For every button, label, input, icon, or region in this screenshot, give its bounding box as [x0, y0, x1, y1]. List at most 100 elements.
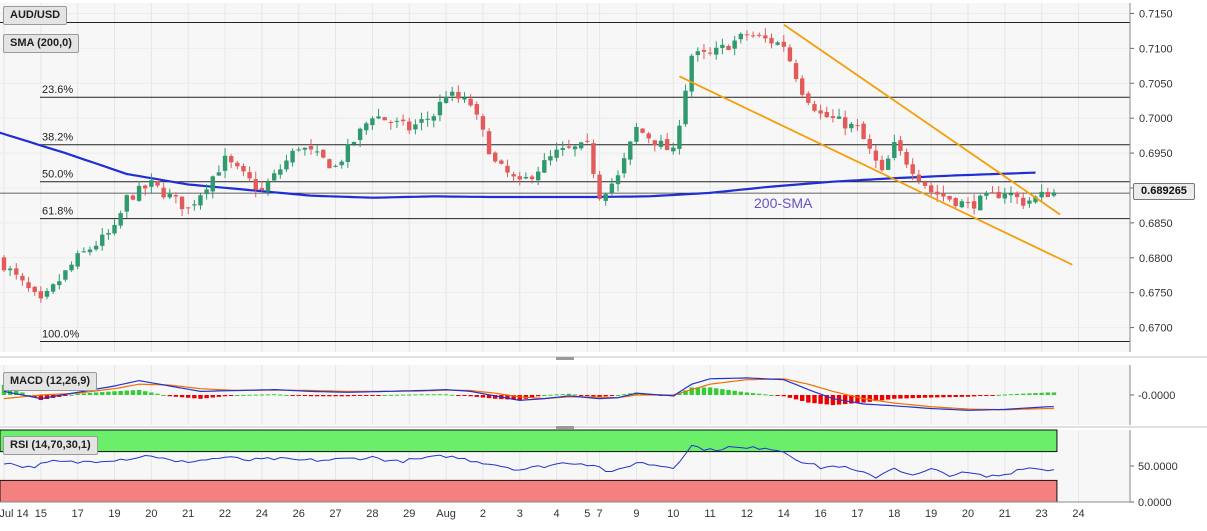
candle-bearish — [861, 123, 866, 140]
candle-bearish — [486, 131, 492, 155]
x-tick-label: 29 — [403, 508, 415, 520]
candle-bearish — [996, 191, 1001, 199]
candle-bullish — [106, 233, 111, 235]
y-tick-label: 0.6850 — [1139, 218, 1173, 230]
candle-bearish — [781, 41, 786, 47]
panel-resize-handle — [556, 357, 574, 360]
macd-histogram-bar — [707, 387, 713, 395]
macd-histogram-bar — [456, 395, 461, 396]
x-tick-label: 12 — [741, 508, 753, 520]
candle-bullish — [732, 40, 737, 49]
macd-histogram-bar — [431, 394, 436, 396]
candle-bearish — [388, 122, 394, 124]
candle-bearish — [652, 140, 658, 146]
macd-histogram-bar — [351, 395, 357, 397]
macd-histogram-bar — [437, 394, 443, 396]
candle-bearish — [953, 198, 958, 207]
macd-histogram-bar — [480, 395, 486, 398]
macd-histogram-bar — [603, 395, 608, 397]
macd-histogram-bar — [210, 395, 215, 398]
macd-histogram-bar — [560, 394, 565, 396]
candle-bearish — [143, 185, 148, 189]
candle-bullish — [542, 160, 547, 173]
candle-bearish — [922, 181, 928, 186]
candle-bearish — [493, 152, 498, 162]
x-tick-label: 19 — [925, 508, 937, 520]
macd-histogram-bar — [683, 390, 688, 395]
x-tick-label: 22 — [219, 508, 231, 520]
macd-histogram-bar — [965, 395, 971, 397]
rsi-line — [3, 444, 1054, 479]
candle-bearish — [161, 187, 166, 198]
macd-histogram-bar — [75, 393, 80, 395]
candle-bullish — [63, 270, 68, 280]
macd-histogram-bar — [763, 394, 768, 396]
macd-histogram-bar — [290, 395, 295, 396]
macd-histogram-bar — [922, 395, 928, 398]
candle-bearish — [763, 35, 768, 39]
candle-bullish — [450, 91, 455, 96]
macd-histogram-bar — [308, 395, 314, 397]
macd-histogram-bar — [800, 395, 805, 401]
candle-bearish — [640, 128, 645, 133]
x-tick-label: Jul 14 — [0, 508, 29, 520]
macd-histogram-bar — [161, 395, 166, 396]
x-tick-label: 18 — [888, 508, 900, 520]
macd-histogram-bar — [486, 395, 492, 399]
macd-histogram-bar — [1021, 393, 1026, 395]
macd-histogram-bar — [419, 394, 424, 396]
macd-histogram-bar — [253, 394, 258, 396]
candle-bullish — [222, 155, 228, 171]
falling-channel — [679, 23, 1073, 266]
macd-histogram-bar — [155, 393, 160, 395]
macd-histogram-bar — [978, 395, 983, 397]
candle-bearish — [818, 110, 823, 114]
y-tick-label: 0.6800 — [1139, 253, 1173, 265]
candle-bearish — [585, 140, 590, 142]
macd-histogram-bar — [855, 395, 860, 404]
symbol-label: AUD/USD — [3, 6, 68, 25]
candle-bullish — [333, 165, 338, 167]
macd-histogram-bar — [247, 394, 252, 396]
macd-histogram-bar — [388, 394, 394, 396]
macd-histogram-bar — [701, 387, 707, 395]
candle-bearish — [597, 174, 602, 199]
candle-bearish — [247, 172, 252, 179]
x-tick-label: 4 — [554, 508, 560, 520]
candle-bullish — [278, 169, 283, 175]
candle-bearish — [750, 35, 756, 37]
candle-bullish — [7, 268, 13, 271]
candle-bearish — [873, 150, 879, 161]
rsi-overbought-zone — [0, 429, 1058, 453]
x-tick-label: Aug — [436, 508, 456, 520]
macd-histogram-bar — [345, 395, 351, 397]
candle-bullish — [290, 150, 295, 163]
candle-bearish — [400, 119, 406, 122]
macd-histogram-bar — [572, 394, 578, 396]
x-tick-label: 20 — [145, 508, 157, 520]
y-tick-label: 0.7000 — [1139, 113, 1173, 125]
candle-bearish — [474, 104, 479, 115]
macd-histogram-bar — [370, 395, 375, 396]
candle-bullish — [357, 128, 363, 141]
macd-histogram-bar — [892, 395, 897, 399]
candle-bullish — [210, 176, 215, 192]
candle-bullish — [836, 116, 842, 119]
candle-bullish — [578, 142, 584, 149]
macd-histogram-bar — [327, 395, 332, 397]
macd-histogram-bar — [916, 395, 922, 398]
candle-bullish — [57, 281, 62, 286]
macd-histogram-bar — [885, 395, 891, 400]
candle-bearish — [941, 193, 946, 197]
candle-bullish — [216, 172, 222, 176]
candle-bullish — [560, 148, 565, 150]
candle-bullish — [603, 194, 608, 201]
macd-line — [3, 377, 1054, 411]
rsi-y-tick-label: 0.0000 — [1138, 497, 1172, 509]
sma-annotation: 200-SMA — [754, 195, 813, 211]
macd-histogram-bar — [278, 394, 283, 396]
candle-bearish — [321, 149, 326, 158]
macd-histogram-bar — [241, 394, 246, 396]
macd-histogram-bar — [394, 394, 400, 396]
macd-histogram-bar — [554, 394, 559, 396]
